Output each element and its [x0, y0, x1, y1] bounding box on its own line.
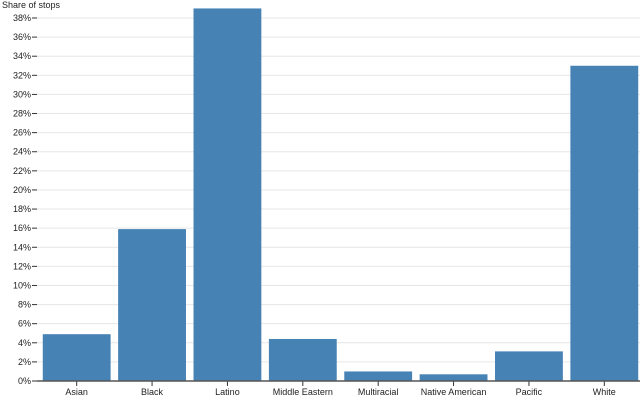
y-tick-label: 2% [18, 357, 31, 367]
x-axis: Asian Black Latino Middle Eastern Multiracia… [37, 380, 640, 397]
x-tick-label: Native American [421, 387, 487, 397]
y-tick-label: 16% [13, 223, 31, 233]
bar-asian [42, 334, 111, 381]
x-tick-label: Multiracial [358, 387, 399, 397]
y-tick-label: 20% [13, 185, 31, 195]
y-axis: 0% 2% 4% 6% 8% 10% 12% 14% 16% 18% 20% 22% 24% 26% 28%… [13, 13, 37, 386]
x-tick-label: Middle Eastern [273, 387, 333, 397]
y-tick-label: 38% [13, 13, 31, 23]
y-tick-label: 18% [13, 204, 31, 214]
x-tick-label: Latino [215, 387, 240, 397]
bar-black [118, 229, 186, 381]
x-tick-label: White [593, 387, 616, 397]
y-axis-label: Share of stops [2, 0, 61, 10]
y-tick-label: 36% [13, 32, 31, 42]
y-tick-label: 8% [18, 300, 31, 310]
y-tick-label: 28% [13, 109, 31, 119]
y-tick-label: 10% [13, 280, 31, 290]
bars [42, 8, 639, 382]
y-tick-label: 32% [13, 70, 31, 80]
y-tick-label: 24% [13, 147, 31, 157]
bar-latino [193, 8, 262, 382]
bar-white [570, 65, 639, 382]
bar-middle-eastern [268, 338, 337, 381]
x-tick-label: Black [141, 387, 164, 397]
y-tick-label: 0% [18, 376, 31, 386]
y-tick-label: 22% [13, 166, 31, 176]
y-tick-label: 26% [13, 128, 31, 138]
bar-pacific [495, 351, 563, 381]
y-tick-label: 6% [18, 319, 31, 329]
x-tick-label: Pacific [516, 387, 543, 397]
x-tick-label: Asian [65, 387, 88, 397]
y-tick-label: 34% [13, 51, 31, 61]
y-tick-label: 12% [13, 261, 31, 271]
y-tick-label: 4% [18, 338, 31, 348]
bar-multiracial [344, 371, 413, 381]
y-tick-label: 30% [13, 89, 31, 99]
y-tick-label: 14% [13, 242, 31, 252]
bar-native-american [419, 374, 488, 381]
